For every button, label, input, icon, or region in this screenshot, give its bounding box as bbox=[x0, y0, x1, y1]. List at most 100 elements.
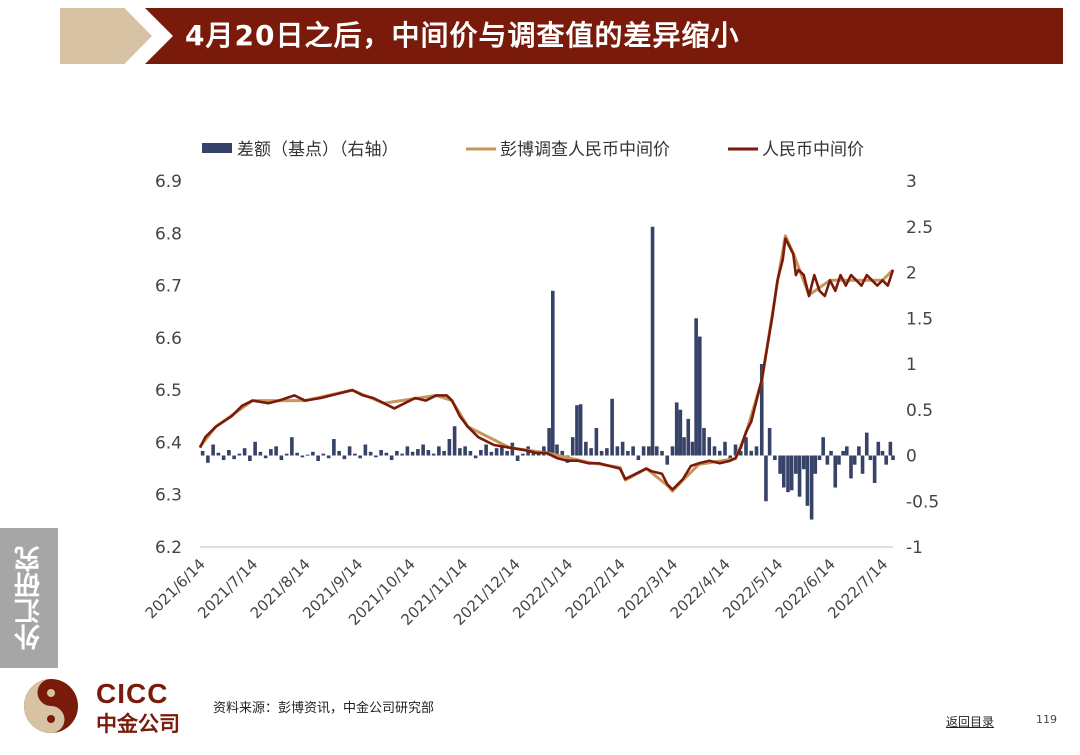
spread-bar bbox=[295, 452, 299, 456]
spread-bar bbox=[686, 418, 691, 456]
left-axis-tick: 6.8 bbox=[155, 224, 182, 244]
spread-bar bbox=[605, 448, 609, 456]
left-axis-tick: 6.2 bbox=[155, 538, 182, 558]
legend-label-survey: 彭博调查人民币中间价 bbox=[500, 140, 670, 160]
spread-bar bbox=[857, 446, 861, 456]
spread-bar bbox=[631, 446, 635, 456]
spread-bar bbox=[594, 428, 599, 456]
spread-bar bbox=[575, 405, 579, 456]
spread-bar bbox=[416, 449, 420, 456]
right-axis-tick: 2 bbox=[906, 264, 917, 284]
spread-bar bbox=[712, 446, 717, 456]
spread-bar bbox=[426, 450, 431, 456]
spread-bar bbox=[698, 336, 702, 456]
spread-bar bbox=[578, 404, 583, 456]
spread-bar bbox=[358, 455, 362, 459]
spread-bar bbox=[872, 455, 877, 483]
spread-bar bbox=[353, 453, 357, 456]
spread-bar bbox=[216, 452, 221, 456]
spread-bar bbox=[321, 453, 326, 456]
spread-bar bbox=[864, 432, 869, 456]
spread-bar bbox=[560, 450, 565, 456]
spread-bar bbox=[326, 455, 331, 459]
right-axis-tick: 1 bbox=[906, 355, 917, 375]
spread-bar bbox=[253, 441, 257, 456]
legend-swatch-bars bbox=[202, 143, 232, 153]
spread-bar bbox=[654, 446, 659, 456]
spread-bar bbox=[347, 446, 352, 456]
left-axis-tick: 6.3 bbox=[155, 486, 182, 506]
spread-bar bbox=[555, 444, 559, 456]
spread-bar bbox=[888, 441, 893, 456]
spread-bar bbox=[458, 448, 462, 456]
spread-bar bbox=[759, 364, 764, 456]
spread-bar bbox=[837, 455, 841, 465]
spread-bar bbox=[421, 444, 425, 456]
spread-bar bbox=[316, 455, 320, 461]
spread-bar bbox=[849, 455, 853, 479]
spread-bar bbox=[279, 455, 284, 461]
spread-bar bbox=[786, 455, 790, 493]
spread-bar bbox=[891, 455, 895, 461]
spread-bar bbox=[860, 455, 865, 474]
spread-bar bbox=[599, 450, 604, 456]
spread-bar bbox=[479, 450, 483, 456]
spread-bar bbox=[405, 446, 410, 456]
spread-bar bbox=[801, 455, 806, 470]
spread-bar bbox=[431, 453, 436, 456]
spread-bar bbox=[584, 441, 588, 456]
spread-bar bbox=[200, 450, 205, 456]
spread-bar bbox=[400, 453, 404, 456]
spread-bar bbox=[494, 448, 499, 456]
spread-bar bbox=[311, 451, 315, 456]
spread-bar bbox=[852, 455, 857, 465]
fixing-line bbox=[198, 237, 895, 491]
spread-bar bbox=[437, 446, 441, 456]
spread-bar bbox=[670, 446, 675, 456]
spread-bar bbox=[342, 455, 347, 460]
spread-bar bbox=[242, 448, 247, 456]
right-axis-tick: 1.5 bbox=[906, 309, 933, 329]
spread-bar bbox=[269, 449, 273, 456]
spread-bar bbox=[368, 451, 373, 456]
spread-bar bbox=[641, 446, 646, 456]
back-to-toc-link[interactable]: 返回目录 bbox=[946, 715, 995, 729]
spread-bar bbox=[773, 455, 777, 461]
spread-bar bbox=[505, 450, 509, 456]
spread-bar bbox=[665, 455, 670, 465]
right-axis-tick: 0.5 bbox=[906, 401, 933, 421]
legend-label-bars: 差额（基点）（右轴） bbox=[237, 140, 399, 160]
spread-bar bbox=[500, 446, 504, 456]
side-tab: 外汇研究 bbox=[0, 528, 58, 668]
spread-bar bbox=[258, 451, 263, 456]
spread-bar bbox=[232, 455, 236, 460]
spread-bar bbox=[551, 290, 555, 456]
spread-bar bbox=[332, 439, 336, 456]
spread-bar bbox=[767, 428, 772, 456]
spread-bar bbox=[284, 453, 289, 456]
spread-bar bbox=[211, 444, 215, 456]
spread-bar bbox=[845, 446, 849, 456]
spread-bar bbox=[636, 455, 641, 461]
chart: 6.9 6.8 6.7 6.6 6.5 6.4 6.3 6.2 3 2.5 2 1.5 1 0.5 0 -0.… bbox=[142, 140, 939, 629]
spread-bar bbox=[363, 444, 368, 456]
spread-bar bbox=[248, 455, 252, 461]
spread-bar bbox=[468, 450, 473, 456]
spread-bar bbox=[805, 455, 810, 506]
spread-bar bbox=[702, 428, 706, 456]
spread-bar bbox=[300, 455, 305, 458]
left-axis-tick: 6.6 bbox=[155, 329, 182, 349]
spread-bar bbox=[728, 455, 733, 461]
spread-bar bbox=[379, 450, 383, 456]
spread-bar bbox=[227, 450, 231, 456]
spread-bar bbox=[290, 437, 294, 456]
spread-bar bbox=[868, 455, 873, 461]
spread-bar bbox=[778, 455, 782, 474]
left-axis-tick: 6.7 bbox=[155, 277, 182, 297]
spread-bar bbox=[841, 450, 845, 456]
logo-text-cn: 中金公司 bbox=[96, 712, 180, 736]
spread-bar bbox=[547, 428, 551, 456]
right-axis-tick: 3 bbox=[906, 172, 917, 192]
spread-bar bbox=[221, 455, 226, 461]
legend-label-fixing: 人民币中间价 bbox=[762, 140, 864, 160]
